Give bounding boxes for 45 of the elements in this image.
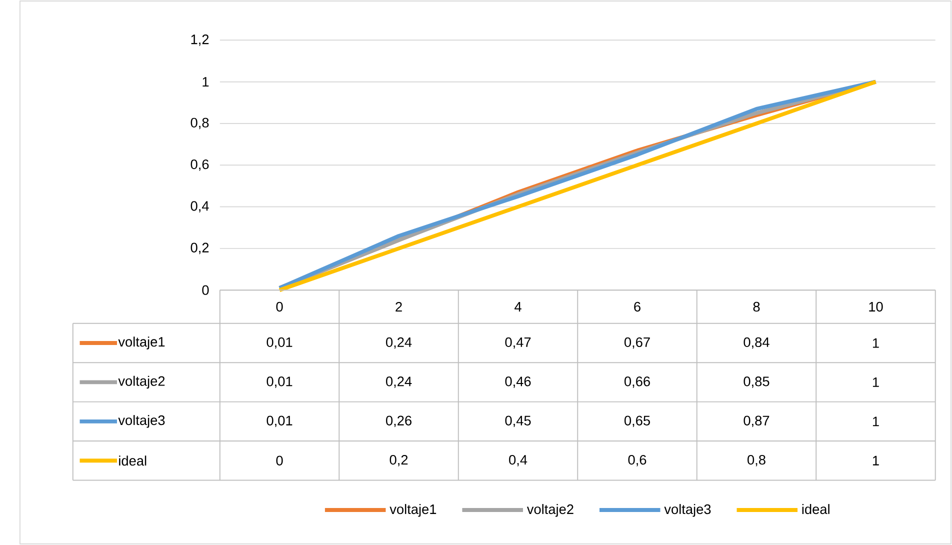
data-label: 0,01 [266,416,292,428]
legend-label: voltaje1 [118,336,165,350]
text: ideal [802,504,830,514]
y-tick-label: 1 [202,77,209,87]
x-tick-label: 2 [396,302,402,312]
data-label: 0,4 [509,455,528,466]
data-label: 0,47 [505,337,531,349]
data-label: 1 [872,456,879,466]
x-tick-label: 4 [514,302,522,312]
data-label: 0,85 [744,376,770,388]
text: voltaje3 [664,504,711,517]
x-tick-label: 8 [753,302,760,312]
x-tick-label: 10 [869,302,883,312]
data-label: 0,01 [266,337,292,349]
x-tick-label: 0 [276,302,283,312]
data-label: 0,67 [624,337,650,349]
legend-label: voltaje3 [118,415,165,428]
data-label: 0,45 [505,416,531,428]
data-label: 0,2 [390,455,408,466]
data-label: 0,84 [744,337,770,349]
data-label: 0,24 [386,337,412,349]
data-label: 0,65 [624,416,650,428]
y-tick-label: 0,2 [190,242,209,254]
y-tick-label: 1,2 [191,34,209,46]
x-tick-label: 6 [634,302,640,312]
data-label: 0,24 [386,376,412,388]
y-tick-label: 0,6 [190,160,209,171]
data-label: 0,46 [505,376,531,388]
y-tick-label: 0,4 [190,201,209,212]
y-tick-label: 0 [202,285,209,295]
data-label: 0,8 [748,455,766,466]
data-label: 0,66 [624,376,650,388]
text: voltaje1 [390,504,436,517]
legend-label: ideal [119,456,146,466]
data-label: 1 [872,338,879,348]
data-label: 0,6 [628,455,646,466]
data-label: 1 [872,416,879,426]
data-label: 0 [276,456,283,466]
data-label: 0,01 [266,376,292,388]
data-label: 1 [872,378,879,387]
data-label: 0,87 [744,416,770,428]
y-tick-label: 0,8 [190,118,209,130]
text: voltaje2 [526,504,574,517]
legend-label: voltaje2 [118,376,165,389]
data-label: 0,26 [386,416,412,428]
